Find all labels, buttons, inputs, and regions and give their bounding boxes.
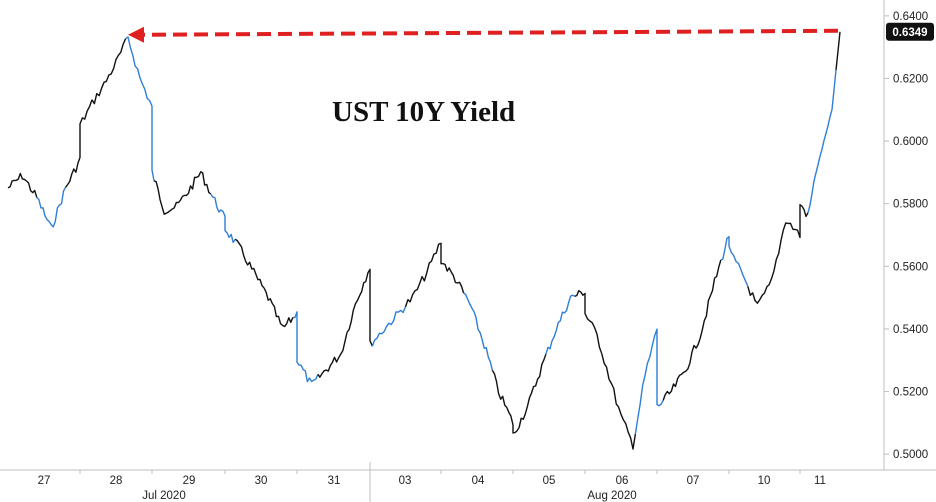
series-line-segment: [835, 31, 841, 71]
series-line-segment: [371, 306, 407, 347]
series-line-segment: [263, 287, 294, 328]
series-line-segment: [720, 235, 749, 287]
chart-title: UST 10Y Yield: [332, 96, 516, 128]
y-tick-label: 0.6000: [893, 136, 928, 148]
y-tick-label: 0.5400: [893, 324, 928, 336]
x-axis: 27 28 29 30 31 03 04 05 06 07 10 11 Jul 2020 Aug 2020: [38, 470, 826, 502]
series-line-segment: [438, 242, 465, 294]
x-tick-label: 31: [328, 475, 341, 487]
series-line-segment: [807, 69, 837, 213]
series-line-segment: [634, 328, 664, 434]
series-line-segment: [153, 180, 184, 215]
series-line-segment: [491, 370, 518, 434]
series-line-segment: [210, 193, 236, 244]
series-line-segment: [125, 36, 155, 181]
y-tick-label: 0.5800: [893, 199, 928, 211]
series-line-segment: [780, 204, 809, 241]
series-line-layer: [7, 31, 841, 450]
series-line-segment: [691, 259, 722, 353]
y-tick-label: 0.5600: [893, 261, 928, 273]
dashed-arrow-line: [139, 28, 839, 37]
x-tick-label: 03: [399, 475, 412, 487]
series-line-segment: [65, 99, 93, 188]
peak-annotation: [128, 26, 839, 43]
series-line-segment: [36, 186, 67, 228]
y-tick-label: 0.5200: [893, 387, 928, 399]
series-line-segment: [91, 38, 127, 105]
y-tick-label: 0.6200: [893, 73, 928, 85]
x-tick-label: 30: [255, 475, 268, 487]
series-line-segment: [182, 171, 212, 198]
series-line-segment: [545, 294, 576, 355]
series-line-segment: [7, 172, 38, 198]
x-tick-label: 29: [183, 475, 196, 487]
series-line-segment: [662, 351, 693, 401]
series-line-segment: [601, 353, 637, 450]
series-line-segment: [747, 239, 782, 304]
series-line-segment: [463, 292, 494, 371]
y-tick-label: 0.5000: [893, 449, 928, 461]
series-line-segment: [346, 268, 374, 347]
x-tick-label: 04: [472, 475, 485, 487]
month-label: Jul 2020: [142, 490, 185, 502]
series-line-segment: [292, 311, 319, 383]
x-tick-label: 28: [110, 475, 123, 487]
y-tick-label: 0.6400: [893, 11, 928, 23]
series-line-segment: [317, 331, 348, 378]
month-label: Aug 2020: [587, 490, 636, 502]
last-value-label: 0.6349: [886, 22, 934, 41]
series-line-segment: [234, 238, 265, 289]
x-tick-label: 06: [616, 475, 629, 487]
x-tick-label: 11: [814, 475, 826, 487]
x-tick-label: 07: [687, 475, 700, 487]
last-value-text: 0.6349: [892, 27, 927, 39]
series-line-segment: [404, 243, 440, 308]
x-tick-label: 27: [38, 475, 51, 487]
last-value-box: [886, 22, 934, 41]
arrow-head: [128, 26, 144, 43]
x-tick-label: 05: [543, 475, 556, 487]
series-line-segment: [574, 290, 603, 355]
series-line-segment: [516, 353, 547, 432]
x-tick-label: 10: [758, 475, 771, 487]
y-axis: 0.5000 0.5200 0.5400 0.5600 0.5800 0.6000 0.62…: [884, 11, 928, 461]
